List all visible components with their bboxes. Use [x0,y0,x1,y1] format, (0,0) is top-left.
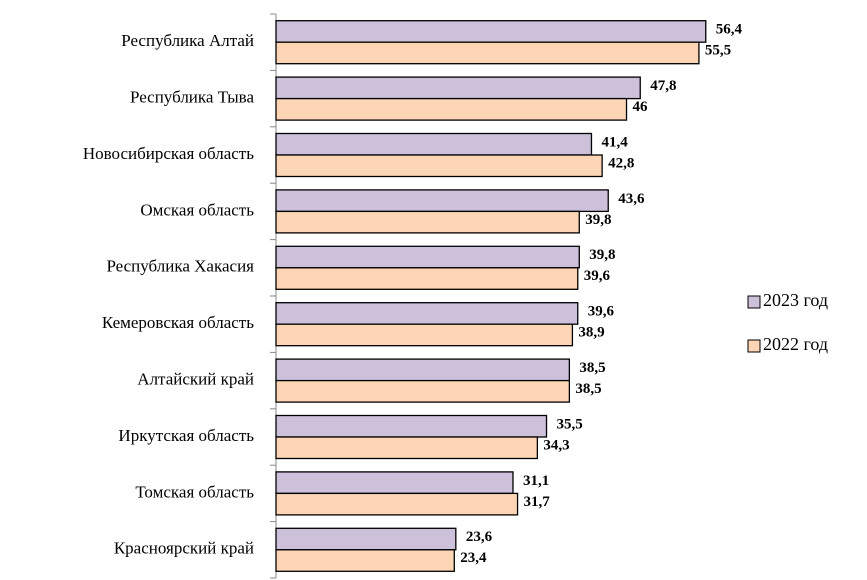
bar [275,379,571,403]
value-label: 23,4 [460,550,487,566]
bar [275,414,548,438]
bar [275,76,641,100]
bar [275,492,519,516]
legend-label: 2023 год [763,290,828,310]
value-label: 43,6 [618,191,645,207]
value-label: 34,3 [543,437,569,453]
legend-swatch [747,339,761,353]
bar [275,471,514,495]
bar [275,436,539,460]
bar [275,20,707,43]
bar [275,97,628,121]
category-label: Томская область [135,482,254,501]
bar [275,267,579,290]
value-label: 31,1 [523,473,549,489]
value-label: 39,8 [585,212,611,228]
legend-swatch [747,295,761,309]
bar [275,302,579,325]
value-label: 39,6 [588,304,615,320]
value-label: 46 [633,99,649,115]
bar [275,189,609,213]
bar [275,323,574,347]
bar [275,41,700,65]
bar [275,245,580,269]
value-label: 23,6 [466,529,493,545]
value-label: 38,5 [575,381,601,397]
value-label: 41,4 [601,134,628,150]
value-label: 39,6 [584,268,611,284]
category-label: Республика Хакасия [106,257,254,276]
category-label: Республика Тыва [130,88,254,107]
bar [275,132,593,156]
value-label: 47,8 [650,78,676,94]
category-label: Кемеровская область [102,313,254,332]
category-label: Новосибирская область [83,144,254,163]
value-label: 39,8 [589,247,615,263]
bar [275,527,457,551]
legend-label: 2022 год [763,334,828,354]
category-label: Иркутская область [118,426,254,445]
bar [275,358,571,382]
value-label: 35,5 [557,416,583,432]
bar [275,549,455,572]
value-label: 38,5 [579,360,605,376]
category-label: Алтайский край [137,370,254,389]
bar [275,210,580,234]
value-label: 56,4 [716,22,743,38]
category-label: Республика Алтай [121,31,254,50]
value-label: 55,5 [705,43,731,59]
bar [275,154,603,178]
value-label: 38,9 [578,325,604,341]
value-label: 42,8 [608,155,634,171]
value-label: 31,7 [524,494,551,510]
category-label: Красноярский край [114,539,254,558]
category-label: Омская область [140,200,254,219]
